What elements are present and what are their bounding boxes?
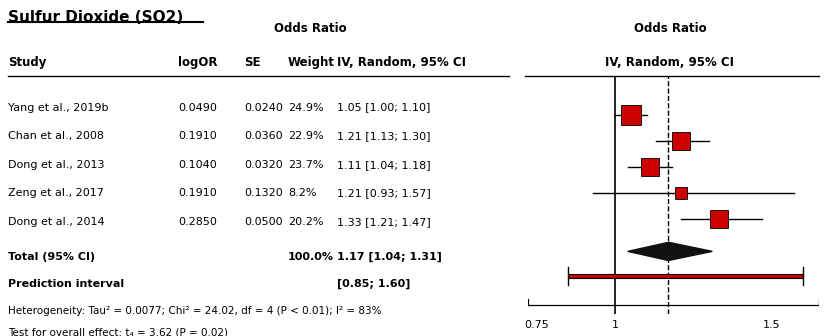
Text: 0.1040: 0.1040 [178, 160, 217, 170]
Text: Weight: Weight [288, 56, 335, 69]
Text: 0.0320: 0.0320 [244, 160, 283, 170]
Text: 1.17 [1.04; 1.31]: 1.17 [1.04; 1.31] [337, 252, 442, 262]
Polygon shape [628, 242, 712, 260]
Text: 100.0%: 100.0% [288, 252, 334, 262]
Text: 0.2850: 0.2850 [178, 217, 217, 227]
Text: Heterogeneity: Tau² = 0.0077; Chi² = 24.02, df = 4 (P < 0.01); I² = 83%: Heterogeneity: Tau² = 0.0077; Chi² = 24.… [8, 306, 382, 316]
Text: Test for overall effect: t₄ = 3.62 (P = 0.02): Test for overall effect: t₄ = 3.62 (P = … [8, 328, 228, 336]
Text: Odds Ratio: Odds Ratio [274, 22, 347, 35]
Text: SE: SE [244, 56, 261, 69]
Text: 8.2%: 8.2% [288, 188, 316, 198]
Text: 0.1910: 0.1910 [178, 188, 217, 198]
Text: 1.33 [1.21; 1.47]: 1.33 [1.21; 1.47] [337, 217, 431, 227]
Text: 0.1320: 0.1320 [244, 188, 283, 198]
Text: 0.0500: 0.0500 [244, 217, 283, 227]
Text: 1.11 [1.04; 1.18]: 1.11 [1.04; 1.18] [337, 160, 431, 170]
Text: IV, Random, 95% CI: IV, Random, 95% CI [605, 56, 734, 69]
Text: 1.05 [1.00; 1.10]: 1.05 [1.00; 1.10] [337, 102, 431, 113]
Text: Chan et al., 2008: Chan et al., 2008 [8, 131, 104, 141]
Text: 1.21 [0.93; 1.57]: 1.21 [0.93; 1.57] [337, 188, 431, 198]
Text: 0.1910: 0.1910 [178, 131, 217, 141]
Text: 0.0240: 0.0240 [244, 102, 283, 113]
Text: Study: Study [8, 56, 46, 69]
Text: IV, Random, 95% CI: IV, Random, 95% CI [337, 56, 466, 69]
Text: Odds Ratio: Odds Ratio [633, 22, 706, 35]
Text: Dong et al., 2013: Dong et al., 2013 [8, 160, 105, 170]
Text: 23.7%: 23.7% [288, 160, 323, 170]
Text: 0.0360: 0.0360 [244, 131, 283, 141]
Text: 22.9%: 22.9% [288, 131, 323, 141]
Text: Yang et al., 2019b: Yang et al., 2019b [8, 102, 109, 113]
Text: logOR: logOR [178, 56, 218, 69]
Text: Prediction interval: Prediction interval [8, 279, 124, 289]
Text: Dong et al., 2014: Dong et al., 2014 [8, 217, 105, 227]
Text: Total (95% CI): Total (95% CI) [8, 252, 95, 262]
Text: Zeng et al., 2017: Zeng et al., 2017 [8, 188, 104, 198]
Text: 20.2%: 20.2% [288, 217, 323, 227]
Text: 1.5: 1.5 [763, 320, 781, 330]
Bar [568, 274, 803, 278]
Text: 0.75: 0.75 [524, 320, 549, 330]
Text: 24.9%: 24.9% [288, 102, 323, 113]
Text: Sulfur Dioxide (SO2): Sulfur Dioxide (SO2) [8, 10, 184, 25]
Text: [0.85; 1.60]: [0.85; 1.60] [337, 279, 411, 289]
Text: 0.0490: 0.0490 [178, 102, 217, 113]
Text: 1.21 [1.13; 1.30]: 1.21 [1.13; 1.30] [337, 131, 431, 141]
Text: 1: 1 [612, 320, 619, 330]
